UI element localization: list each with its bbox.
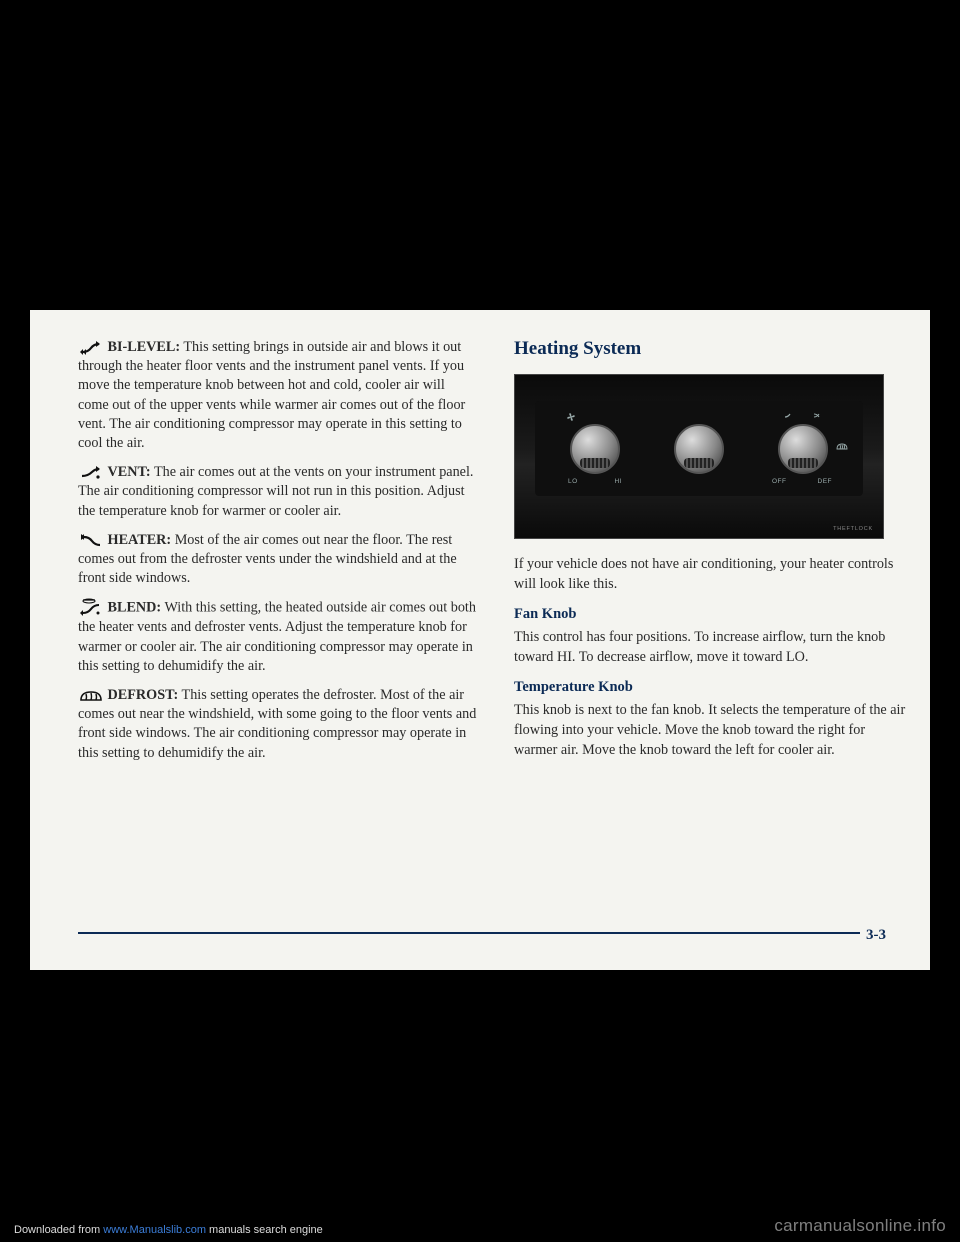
heater-icon [78,531,104,550]
heating-system-heading: Heating System [514,338,906,360]
right-column: Heating System LO HI [514,338,906,950]
mode-icon-2 [813,412,822,421]
entry-defrost: DEFROST: This setting operates the defro… [78,686,478,763]
manual-page: BI-LEVEL: This setting brings in outside… [30,310,930,970]
left-column: BI-LEVEL: This setting brings in outside… [78,338,478,950]
mode-knob-graphic [778,424,828,474]
fan-knob-body: This control has four positions. To incr… [514,628,906,667]
bilevel-icon [78,338,104,357]
fan-knob-heading: Fan Knob [514,606,906,623]
page-divider [78,932,860,934]
temperature-knob-heading: Temperature Knob [514,679,906,696]
theftlock-label: THEFTLOCK [833,526,873,532]
hi-label: HI [615,478,623,485]
entry-blend: BLEND: With this setting, the heated out… [78,598,478,676]
intro-paragraph: If your vehicle does not have air condit… [514,555,906,594]
page-number: 3-3 [866,927,886,944]
watermark: carmanualsonline.info [774,1216,946,1236]
hvac-control-photo: LO HI OFF DEF [514,374,884,539]
entry-label: BI-LEVEL: [108,339,181,355]
footer-suffix: manuals search engine [206,1224,323,1236]
hvac-panel: LO HI OFF DEF [535,401,863,496]
mode-defrost-icon [836,442,848,453]
footer-prefix: Downloaded from [14,1224,103,1236]
entry-label: VENT: [108,464,151,480]
download-footer: Downloaded from www.Manualslib.com manua… [14,1224,323,1236]
vent-icon [78,463,104,482]
def-label: DEF [818,478,833,485]
entry-bilevel: BI-LEVEL: This setting brings in outside… [78,338,478,453]
blend-icon [78,598,104,618]
fan-knob-graphic [570,424,620,474]
off-label: OFF [772,478,787,485]
entry-text: This setting brings in outside air and b… [78,339,465,451]
entry-label: BLEND: [108,600,162,616]
fan-icon [566,412,576,424]
entry-heater: HEATER: Most of the air comes out near t… [78,531,478,589]
entry-label: DEFROST: [108,687,179,703]
lo-label: LO [568,478,578,485]
defrost-icon [78,686,104,705]
mode-icon-1 [784,412,793,421]
entry-label: HEATER: [108,532,172,548]
entry-vent: VENT: The air comes out at the vents on … [78,463,478,521]
temperature-knob-body: This knob is next to the fan knob. It se… [514,701,906,760]
footer-link[interactable]: www.Manualslib.com [103,1224,206,1236]
temp-knob-graphic [674,424,724,474]
